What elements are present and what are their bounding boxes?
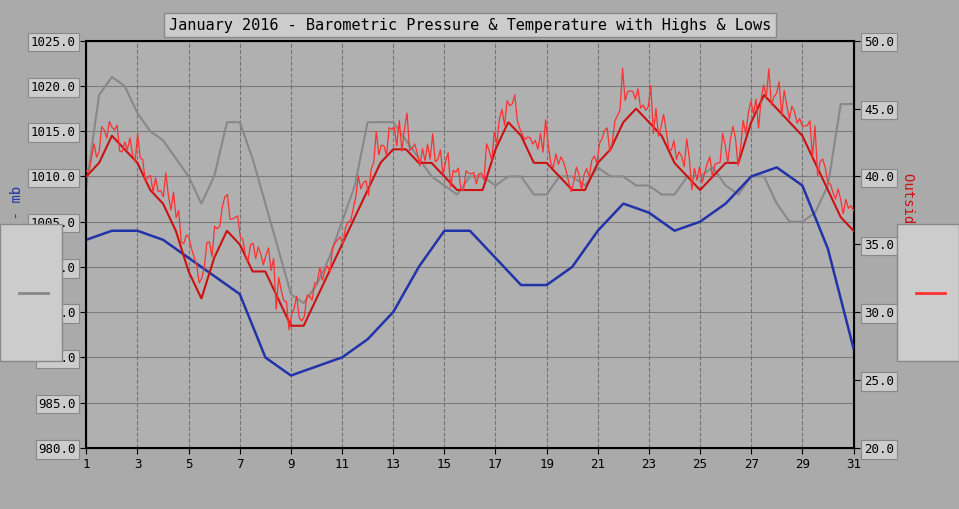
Y-axis label: Barometer - mb: Barometer - mb [10, 186, 24, 303]
Title: January 2016 - Barometric Pressure & Temperature with Highs & Lows: January 2016 - Barometric Pressure & Tem… [169, 18, 771, 33]
Y-axis label: Outside Temp - °F: Outside Temp - °F [901, 173, 915, 316]
